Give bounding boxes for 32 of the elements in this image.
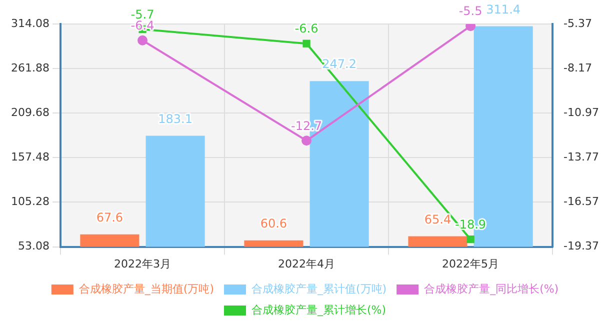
y2-tick-label: -13.77	[564, 150, 600, 164]
y2-tick-label: -8.17	[564, 61, 592, 74]
legend-label: 合成橡胶产量_累计增长(%)	[251, 303, 386, 316]
y-tick-label: 105.28	[10, 195, 50, 208]
data-label: 67.6	[96, 210, 124, 225]
data-label: 183.1	[158, 112, 192, 126]
y-tick-label: 157.48	[10, 150, 50, 164]
point	[466, 235, 474, 244]
point	[302, 40, 310, 48]
data-label: -6.4	[130, 18, 154, 33]
data-label: 60.6	[260, 216, 288, 231]
y2-tick-label: -10.97	[564, 106, 600, 119]
data-label: -6.6	[294, 22, 318, 36]
x-tick-label: 2022年4月	[278, 257, 336, 270]
x-tick-label: 2022年5月	[442, 257, 500, 270]
y-tick-label: 261.88	[10, 61, 50, 74]
point	[138, 35, 148, 46]
legend-label: 合成橡胶产量_当期值(万吨)	[78, 282, 214, 296]
data-label: -5.5	[458, 4, 482, 18]
y2-tick-label: -5.37	[564, 16, 592, 30]
data-label: -5.7	[130, 7, 154, 22]
data-label: 311.4	[486, 2, 521, 16]
y-tick-label: 53.08	[18, 240, 50, 253]
legend-label: 合成橡胶产量_累计值(万吨)	[251, 282, 387, 296]
y2-tick-label: -19.37	[564, 240, 600, 253]
x-tick-label: 2022年3月	[114, 257, 171, 270]
y-tick-label: 209.68	[10, 106, 50, 119]
legend-label: 合成橡胶产量_同比增长(%)	[424, 282, 559, 296]
point	[302, 136, 312, 146]
y-tick-label: 314.08	[10, 16, 50, 30]
y2-tick-label: -16.57	[564, 195, 600, 208]
data-label: 65.4	[424, 212, 452, 226]
